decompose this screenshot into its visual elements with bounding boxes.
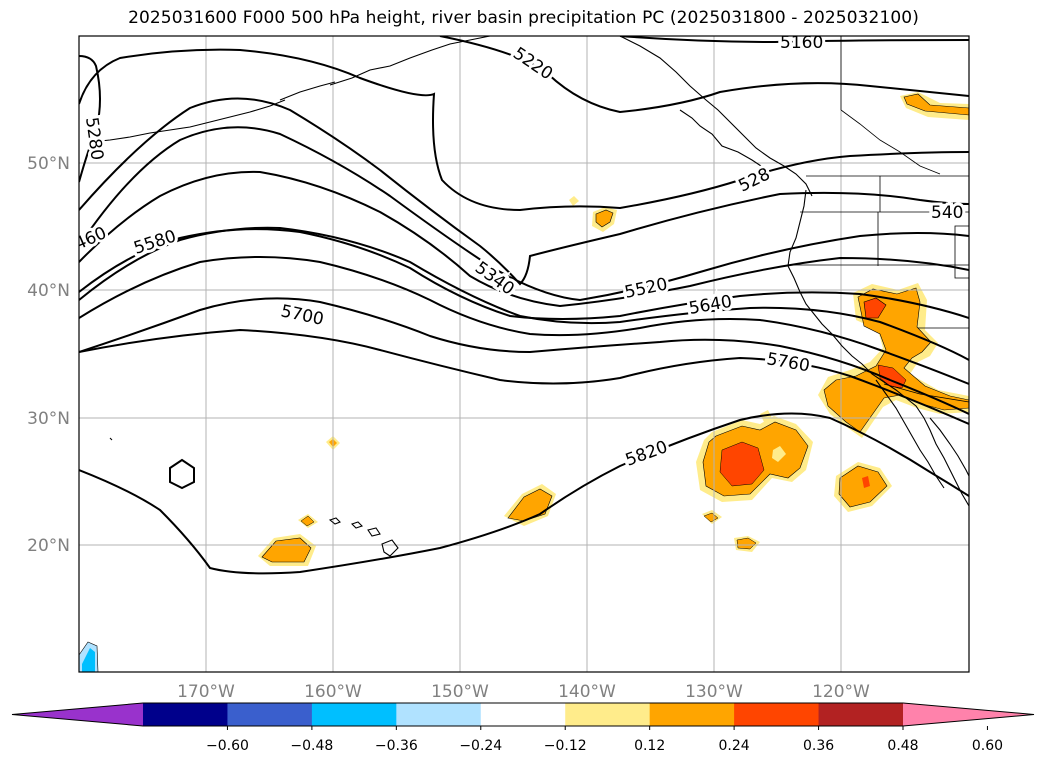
- coastline-hawaii: [350, 521, 364, 529]
- colorbar: [11, 702, 1035, 730]
- precip-region: [862, 476, 870, 488]
- colorbar-extend-low: [12, 703, 143, 726]
- contour-5460: [79, 170, 969, 308]
- colorbar-tick-label: 0.60: [972, 738, 1003, 754]
- border-us-mexico: [883, 383, 969, 403]
- latitude-labels: 50°N 40°N 30°N 20°N: [27, 154, 70, 556]
- colorbar-tick-label: −0.24: [459, 738, 502, 754]
- colorbar-segment: [311, 703, 397, 726]
- colorbar-segment: [734, 703, 820, 726]
- contour-5160: [619, 36, 969, 44]
- longitude-labels: 170°W 160°W 150°W 140°W 130°W 120°W: [177, 682, 870, 702]
- coastline-hawaii: [328, 517, 341, 525]
- colorbar-segment: [143, 703, 228, 726]
- coastline-island: [109, 437, 113, 441]
- precip-region: [595, 209, 614, 228]
- colorbar-tick-label: 0.24: [719, 738, 750, 754]
- lat-label-30n: 30°N: [27, 409, 70, 429]
- colorbar-tick-labels: −0.60 −0.48 −0.36 −0.24 −0.12 0.12 0.24 0.36 0.4…: [206, 738, 1003, 754]
- colorbar-tick-label: 0.12: [634, 738, 665, 754]
- colorbar-segment: [227, 703, 313, 726]
- colorbar-tick-label: 0.36: [803, 738, 834, 754]
- contour-label-5400: 540: [931, 203, 963, 223]
- figure-title: 2025031600 F000 500 hPa height, river ba…: [128, 8, 919, 28]
- height-contours: [79, 36, 969, 575]
- colorbar-tick-label: −0.36: [375, 738, 418, 754]
- contour-5400: [79, 126, 969, 302]
- precip-region: [877, 364, 907, 389]
- colorbar-segment: [818, 703, 904, 726]
- precip-region: [863, 297, 887, 319]
- gridlines: [79, 36, 969, 672]
- coastline-hawaii: [381, 539, 399, 557]
- coastline-mexico: [929, 417, 969, 477]
- coastline-west-us: [787, 189, 969, 507]
- precip-region: [772, 446, 786, 462]
- coastline-alaska: [279, 81, 336, 101]
- coastline-baja: [875, 379, 945, 489]
- colorbar-segment: [649, 703, 735, 726]
- colorbar-segment: [480, 703, 566, 726]
- precip-region: [903, 93, 969, 116]
- contour-5640: [79, 256, 969, 385]
- border-province: [840, 109, 941, 175]
- colorbar-tick-label: −0.12: [544, 738, 587, 754]
- map-border: [78, 35, 970, 673]
- coastline-bc-islands: [679, 109, 765, 169]
- colorbar-segment: [565, 703, 651, 726]
- coastline-aleutians: [89, 99, 286, 143]
- colorbar-tick-label: −0.60: [206, 738, 249, 754]
- colorbar-extend-high: [903, 703, 1034, 726]
- colorbar-outline: [11, 702, 1035, 727]
- contour-hexagon-closed: [169, 458, 195, 490]
- lon-label-120w: 120°W: [812, 682, 870, 702]
- contour-5820: [79, 412, 969, 575]
- lon-label-140w: 140°W: [558, 682, 616, 702]
- political-borders: [790, 36, 969, 403]
- precipitation-shading: [79, 92, 969, 672]
- precip-region: [736, 537, 757, 550]
- precip-region: [261, 537, 312, 563]
- lat-label-40n: 40°N: [27, 281, 70, 301]
- precip-region-negative: [82, 648, 95, 672]
- lon-label-160w: 160°W: [304, 682, 362, 702]
- coastline-hawaii: [367, 527, 381, 537]
- lat-label-20n: 20°N: [27, 536, 70, 556]
- colorbar-tick-label: 0.48: [887, 738, 918, 754]
- colorbar-segment: [396, 703, 482, 726]
- contour-5280-west: [79, 55, 101, 183]
- contour-5700: [79, 297, 969, 415]
- coastline-alaska-panhandle: [619, 36, 813, 197]
- contour-5760: [79, 328, 969, 425]
- contour-5220: [439, 36, 969, 114]
- precip-region: [569, 196, 579, 206]
- precip-region: [719, 441, 765, 487]
- contour-5280-left: [79, 48, 969, 212]
- border-state: [954, 225, 969, 279]
- map-area: [79, 36, 969, 672]
- lon-label-130w: 130°W: [685, 682, 743, 702]
- lon-label-170w: 170°W: [177, 682, 235, 702]
- lat-label-50n: 50°N: [27, 154, 70, 174]
- coastlines: [89, 36, 969, 557]
- contour-label-5160: 5160: [780, 33, 823, 53]
- lon-label-150w: 150°W: [431, 682, 489, 702]
- colorbar-tick-label: −0.48: [290, 738, 333, 754]
- contour-5580: [79, 226, 969, 361]
- precip-region: [300, 515, 315, 527]
